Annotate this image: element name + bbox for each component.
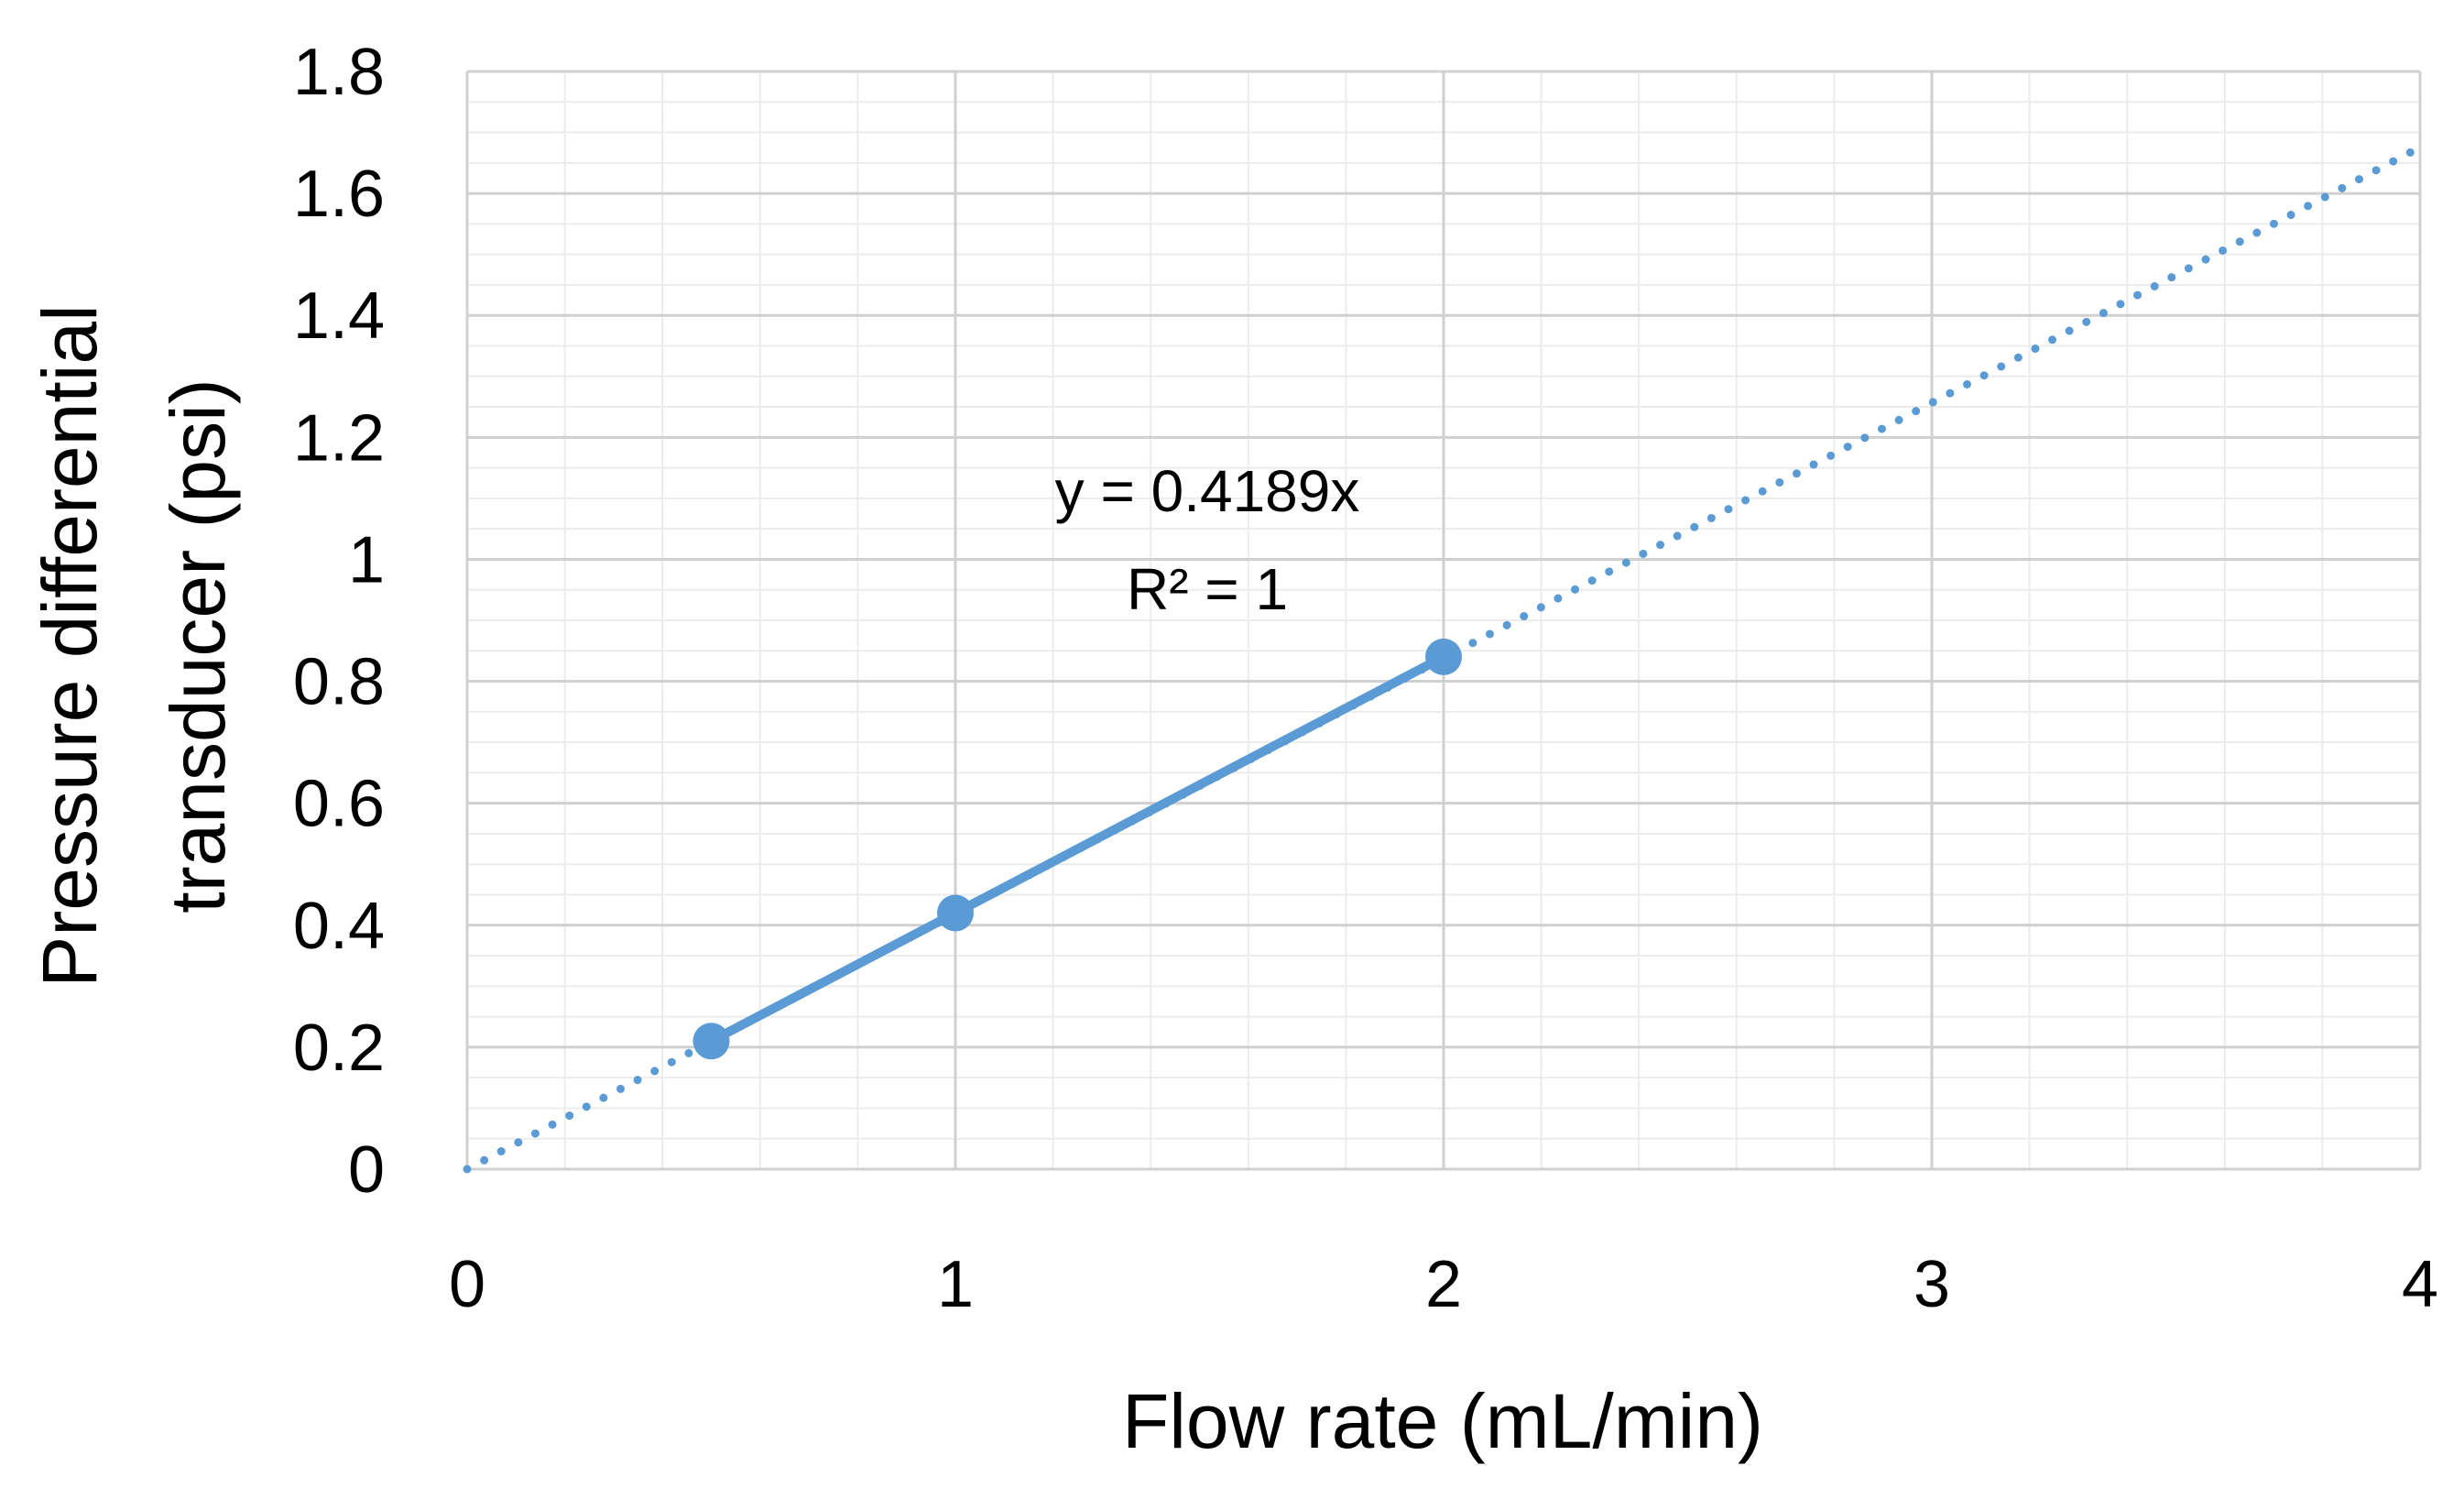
x-tick-label: 1: [937, 1248, 974, 1321]
x-tick-label: 4: [2402, 1248, 2438, 1321]
y-tick-label: 0.8: [293, 646, 385, 719]
y-tick-label: 1: [348, 523, 385, 596]
y-axis-title-line-1: Pressure differential: [27, 304, 113, 988]
y-tick-label: 1.8: [293, 36, 385, 109]
y-tick-label: 1.2: [293, 401, 385, 475]
y-tick-label: 0.4: [293, 890, 385, 963]
y-tick-label: 0.2: [293, 1012, 385, 1085]
y-tick-label: 1.6: [293, 158, 385, 231]
major-gridlines: [465, 70, 2422, 1171]
x-axis-tick-labels: 0 1 2 3 4: [449, 1248, 2438, 1321]
data-series: [692, 638, 1462, 1060]
data-point: [937, 894, 974, 932]
y-tick-label: 0.6: [293, 768, 385, 841]
y-tick-label: 0: [348, 1133, 385, 1207]
data-point: [1425, 638, 1462, 675]
y-axis-tick-labels: 0 0.2 0.4 0.6 0.8 1 1.2 1.4 1.6 1.8: [293, 36, 385, 1207]
x-axis-title: Flow rate (mL/min): [1122, 1378, 1763, 1464]
y-axis-title-line-2: transducer (psi): [155, 378, 241, 914]
series-line: [709, 652, 1446, 1045]
x-tick-label: 0: [449, 1248, 485, 1321]
y-axis-title: Pressure differential transducer (psi): [27, 304, 241, 988]
y-tick-label: 1.4: [293, 279, 385, 353]
x-tick-label: 2: [1425, 1248, 1462, 1321]
data-point: [692, 1023, 730, 1060]
trendline-r2-label: R² = 1: [1127, 556, 1288, 622]
x-tick-label: 3: [1913, 1248, 1950, 1321]
trendline-equation-label: y = 0.4189x: [1055, 458, 1360, 524]
